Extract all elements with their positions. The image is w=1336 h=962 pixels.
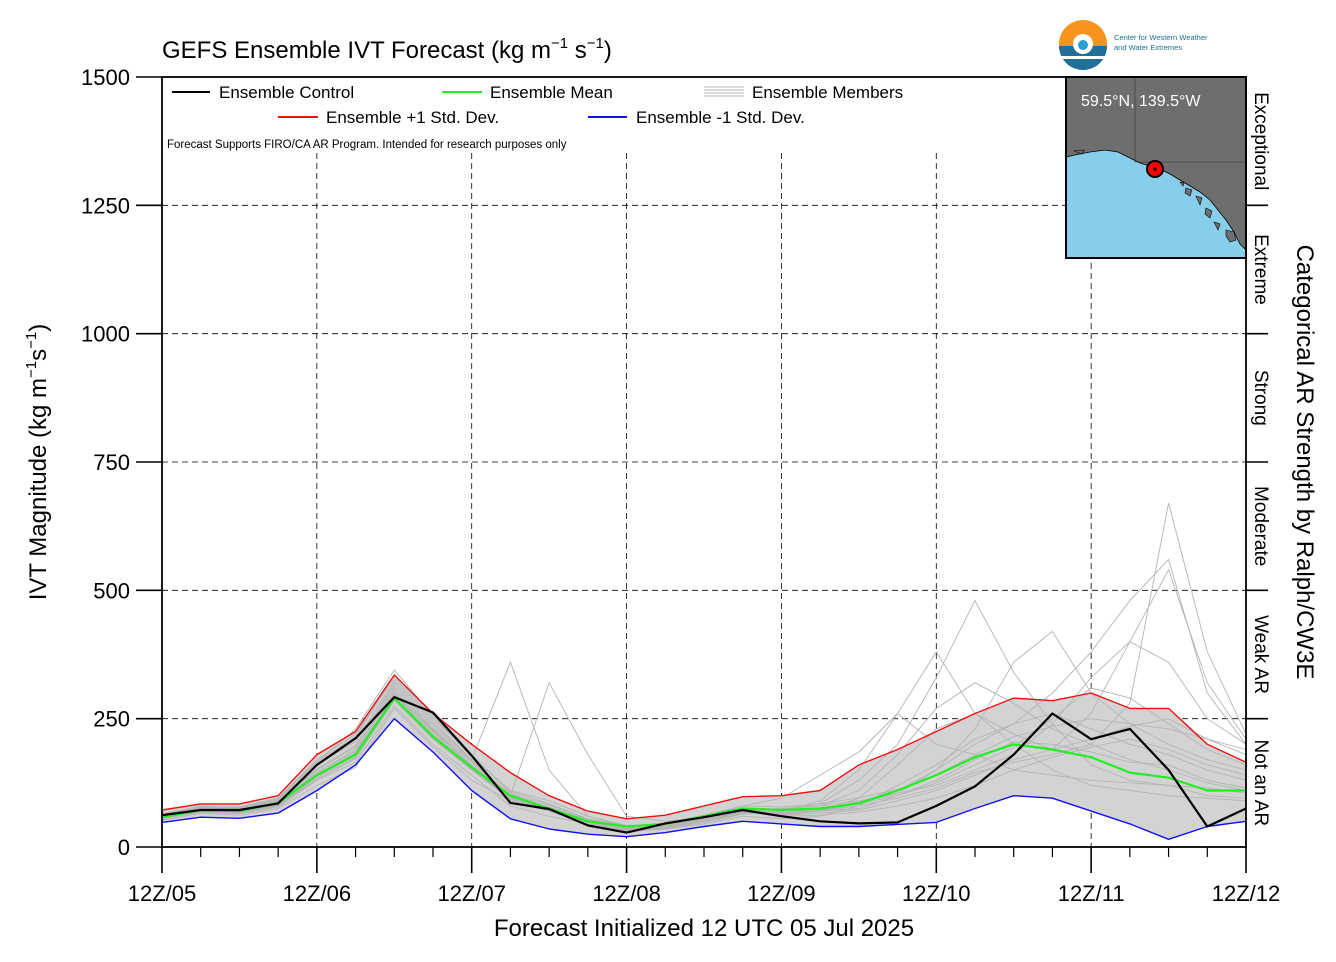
category-label: Moderate: [1250, 486, 1271, 566]
y-tick-label: 1500: [81, 65, 130, 90]
y-tick-label: 0: [118, 835, 130, 860]
y-tick-label: 500: [93, 578, 130, 603]
legend-label-plus: Ensemble +1 Std. Dev.: [326, 108, 499, 127]
x-tick-label: 12Z/12: [1212, 881, 1281, 906]
member-line: [161, 687, 1247, 832]
legend-swatch-members: [704, 86, 744, 97]
member-line: [161, 651, 1247, 833]
grid-lines: [162, 153, 1246, 847]
ensemble-series: [161, 674, 1247, 840]
inset-map: 59.5°N, 139.5°W: [1065, 76, 1247, 259]
x-tick-label: 12Z/10: [902, 881, 971, 906]
x-tick-label: 12Z/09: [747, 881, 816, 906]
x-tick-label: 12Z/05: [128, 881, 197, 906]
legend-label-minus: Ensemble -1 Std. Dev.: [636, 108, 805, 127]
logo-text-line2: and Water Extremes: [1114, 43, 1182, 52]
category-label: Exceptional: [1250, 92, 1271, 190]
category-label: Weak AR: [1250, 615, 1271, 694]
legend-label-control: Ensemble Control: [219, 83, 354, 102]
member-line: [161, 558, 1247, 833]
map-frame: [1065, 76, 1247, 259]
logo-text-line1: Center for Western Weather: [1114, 33, 1208, 42]
y-tick-label: 750: [93, 450, 130, 475]
y-tick-label: 1000: [81, 322, 130, 347]
chart-title: GEFS Ensemble IVT Forecast (kg m−1 s−1): [162, 35, 612, 64]
legend-label-members: Ensemble Members: [752, 83, 903, 102]
legend: Ensemble Control Ensemble Mean Ensemble …: [167, 83, 903, 151]
legend-label-mean: Ensemble Mean: [490, 83, 613, 102]
member-line: [161, 693, 1247, 830]
y-tick-label: 250: [93, 707, 130, 732]
y-axis-label: IVT Magnitude (kg m−1s−1): [23, 324, 52, 601]
y-tick-label: 1250: [81, 193, 130, 218]
series-line-minus: [161, 718, 1247, 840]
ar-category-axis: Not an AR Weak AR Moderate Strong Extreme Exc…: [1246, 92, 1271, 826]
map-ocean: [1066, 150, 1246, 258]
x-axis-label: Forecast Initialized 12 UTC 05 Jul 2025: [494, 915, 914, 942]
x-tick-label: 12Z/11: [1058, 881, 1125, 906]
map-location-label: 59.5°N, 139.5°W: [1081, 93, 1201, 110]
right-axis-label: Categorical AR Strength by Ralph/CW3E: [1291, 245, 1318, 680]
series-line-plus: [161, 674, 1247, 820]
axis-ticks: 0 250 500 750 1000 1250 1500 12Z/05 12Z/06 12Z/07…: [81, 65, 1280, 906]
category-label: Extreme: [1250, 234, 1271, 305]
category-label: Strong: [1250, 370, 1271, 426]
cw3e-logo: Center for Western Weather and Water Ext…: [1059, 20, 1208, 70]
x-tick-label: 12Z/07: [437, 881, 506, 906]
x-tick-label: 12Z/06: [283, 881, 352, 906]
x-tick-label: 12Z/08: [592, 881, 661, 906]
category-label: Not an AR: [1250, 739, 1271, 826]
series-line-control: [161, 695, 1247, 834]
disclaimer-note: Forecast Supports FIRO/CA AR Program. In…: [167, 139, 567, 151]
